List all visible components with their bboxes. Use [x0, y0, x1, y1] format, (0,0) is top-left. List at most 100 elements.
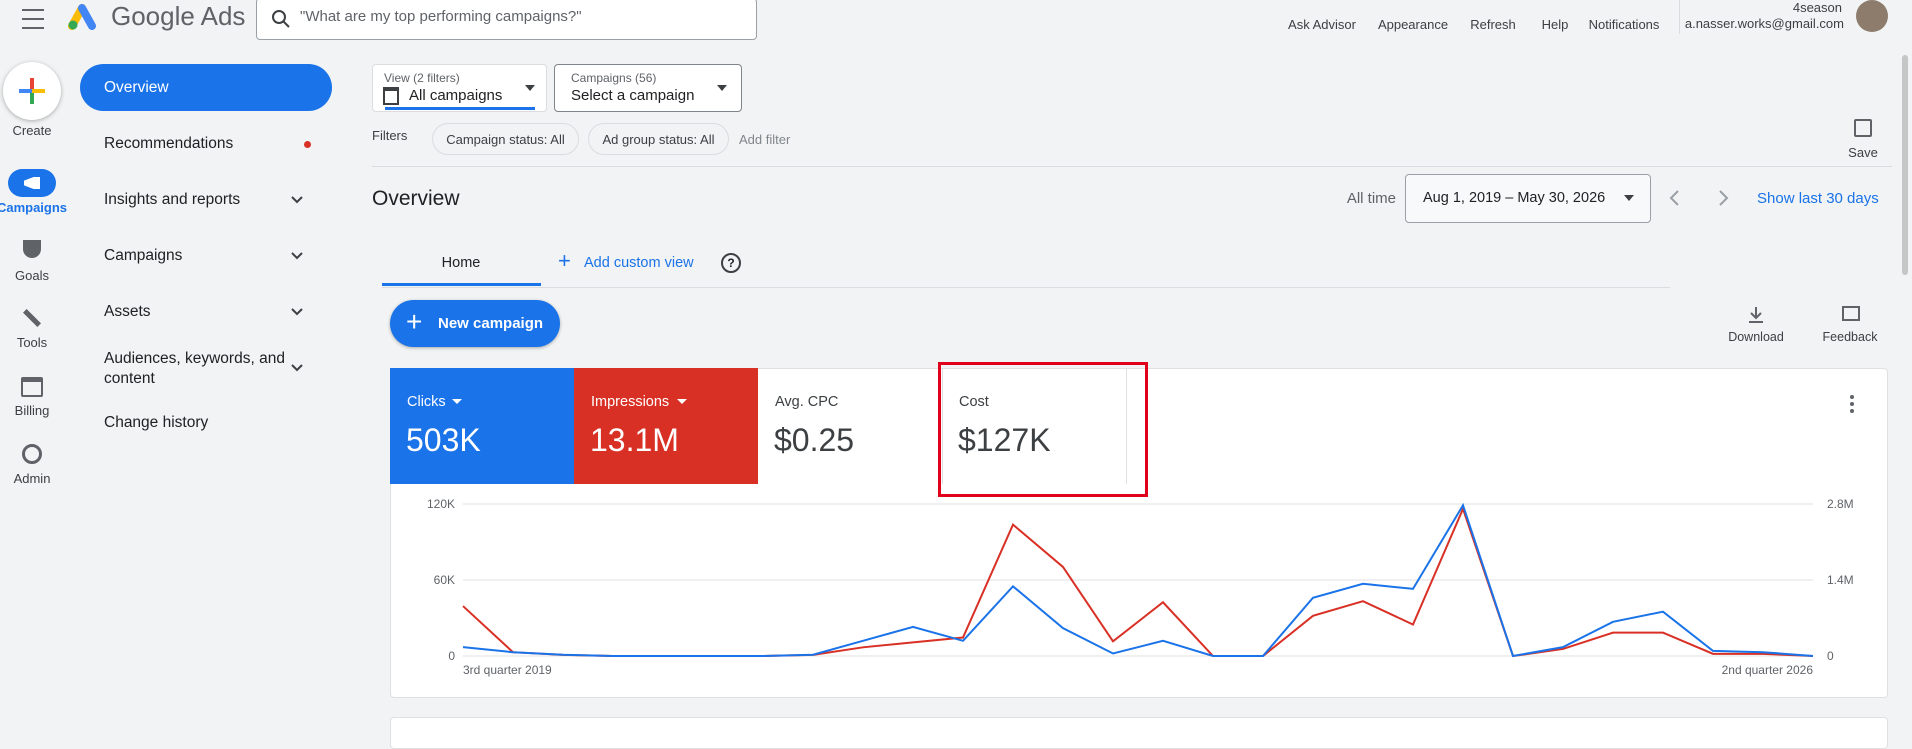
button-label: New campaign [438, 315, 544, 332]
y2-tick-label: 2.8M [1827, 497, 1854, 511]
x-tick-label: 3rd quarter 2019 [463, 663, 552, 677]
search-placeholder: "What are my top performing campaigns?" [300, 8, 582, 25]
account-name: 4season [1792, 0, 1842, 15]
admin-icon [22, 444, 42, 464]
highlight-box [938, 362, 1148, 497]
alert-dot [304, 141, 311, 148]
series-line [462, 502, 1814, 658]
action-label[interactable]: Ask Advisor [1288, 17, 1356, 32]
help-icon[interactable]: ? [721, 253, 741, 273]
y-tick-label: 120K [427, 497, 455, 511]
filter-value: Select a campaign [571, 87, 695, 104]
tab[interactable]: Add custom view [584, 255, 694, 271]
tool-icons [1749, 306, 1860, 323]
filter-value: All campaigns [409, 87, 503, 104]
divider [372, 166, 1892, 167]
x-tick-label: 2nd quarter 2026 [1722, 663, 1814, 677]
tab-indicator [382, 283, 541, 286]
chart: 0 60K 120K 0 1.4M 2.8M 3rd quarter 2019 2nd qua… [427, 497, 1854, 677]
rail-label[interactable]: Tools [16, 335, 48, 350]
rail-label[interactable]: Goals [15, 268, 49, 283]
filter-label: Campaigns (56) [571, 71, 657, 85]
menu-button[interactable] [22, 9, 44, 29]
scrollbar[interactable] [1902, 55, 1908, 275]
search-icon [272, 10, 290, 28]
rail-label[interactable]: Billing [14, 403, 50, 418]
tools-icon [23, 309, 41, 327]
add-filter[interactable]: Add filter [739, 132, 791, 147]
account-email[interactable]: a.nasser.works@gmail.com [1684, 16, 1844, 31]
scorecard-label: Cost [959, 394, 989, 410]
y2-tick-label: 0 [1827, 649, 1834, 663]
dropdown-arrow [677, 399, 687, 409]
goals-icon [23, 240, 41, 258]
plus-icon: + [406, 306, 423, 337]
scorecard-label: Avg. CPC [775, 394, 839, 410]
chevrons [291, 196, 303, 372]
nav-item[interactable]: Recommendations [104, 135, 234, 152]
filter-chip[interactable]: Ad group status: All [588, 123, 729, 155]
dropdown-arrow [525, 85, 535, 96]
scorecard[interactable]: Clicks 503K [390, 368, 574, 484]
dropdown-arrow [1624, 195, 1634, 206]
y-tick-label: 0 [448, 649, 455, 663]
scorecard-value: $0.25 [774, 422, 855, 458]
range-label: All time [1346, 190, 1396, 207]
view-filter[interactable]: View (2 filters) All campaigns [372, 64, 547, 112]
scorecard-value: 13.1M [590, 422, 679, 458]
more-menu[interactable] [1850, 395, 1854, 399]
campaign-filter[interactable]: Campaigns (56) Select a campaign [554, 64, 742, 112]
nav-item[interactable]: Overview [104, 79, 169, 96]
nav-item[interactable]: Audiences, keywords, and content [104, 350, 285, 387]
rail-active[interactable] [8, 169, 56, 197]
plus-icon: + [558, 248, 571, 273]
scorecard[interactable]: Avg. CPC $0.25 [758, 368, 943, 484]
scorecard-value: $127K [958, 422, 1051, 458]
filters-label: Filters [372, 128, 408, 143]
show-last[interactable]: Show last 30 days [1757, 190, 1879, 207]
nav-item[interactable]: Assets [104, 303, 151, 320]
scorecard[interactable]: Cost $127K [942, 368, 1127, 484]
building-icon [383, 87, 399, 105]
date-arrows[interactable] [1664, 188, 1734, 208]
filter-chip[interactable]: Campaign status: All [432, 123, 579, 155]
nav-item[interactable]: Insights and reports [104, 191, 241, 208]
dropdown-arrow [717, 85, 727, 96]
tool-label[interactable]: Download [1728, 330, 1784, 344]
nav-active[interactable] [80, 64, 332, 111]
rail-label[interactable]: Admin [13, 471, 51, 486]
rail-label[interactable]: Campaigns [0, 200, 68, 215]
billing-icon [21, 377, 43, 397]
rail-label[interactable]: Create [12, 123, 52, 138]
action-label[interactable]: Notifications [1588, 17, 1660, 32]
divider [1679, 0, 1680, 34]
logo [68, 4, 96, 30]
scorecard-label: Clicks [407, 394, 446, 410]
new-campaign-button[interactable]: + New campaign [390, 300, 560, 347]
scorecard-label: Impressions [591, 394, 670, 410]
tab[interactable]: Home [441, 255, 481, 271]
action-label[interactable]: Help [1541, 17, 1569, 32]
create-button[interactable] [3, 62, 61, 120]
scorecard-value: 503K [406, 422, 481, 458]
save-label[interactable]: Save [1848, 145, 1878, 160]
action-label[interactable]: Appearance [1377, 17, 1449, 32]
nav-item[interactable]: Campaigns [104, 247, 183, 264]
tool-label[interactable]: Feedback [1822, 330, 1878, 344]
save-icon [1854, 119, 1872, 137]
series-line [462, 506, 1814, 658]
avatar[interactable] [1856, 0, 1888, 32]
next-card [390, 717, 1888, 749]
date-picker[interactable]: Aug 1, 2019 – May 30, 2026 [1405, 174, 1651, 223]
filter-label: View (2 filters) [384, 71, 460, 85]
page-title: Overview [372, 187, 460, 210]
y-tick-label: 60K [434, 573, 455, 587]
underline [385, 107, 535, 110]
product-name: Google Ads [111, 1, 246, 31]
y2-tick-label: 1.4M [1827, 573, 1854, 587]
search-box[interactable]: "What are my top performing campaigns?" [256, 0, 757, 40]
nav-item[interactable]: Change history [104, 414, 209, 431]
action-label[interactable]: Refresh [1470, 17, 1516, 32]
scorecard[interactable]: Impressions 13.1M [574, 368, 758, 484]
